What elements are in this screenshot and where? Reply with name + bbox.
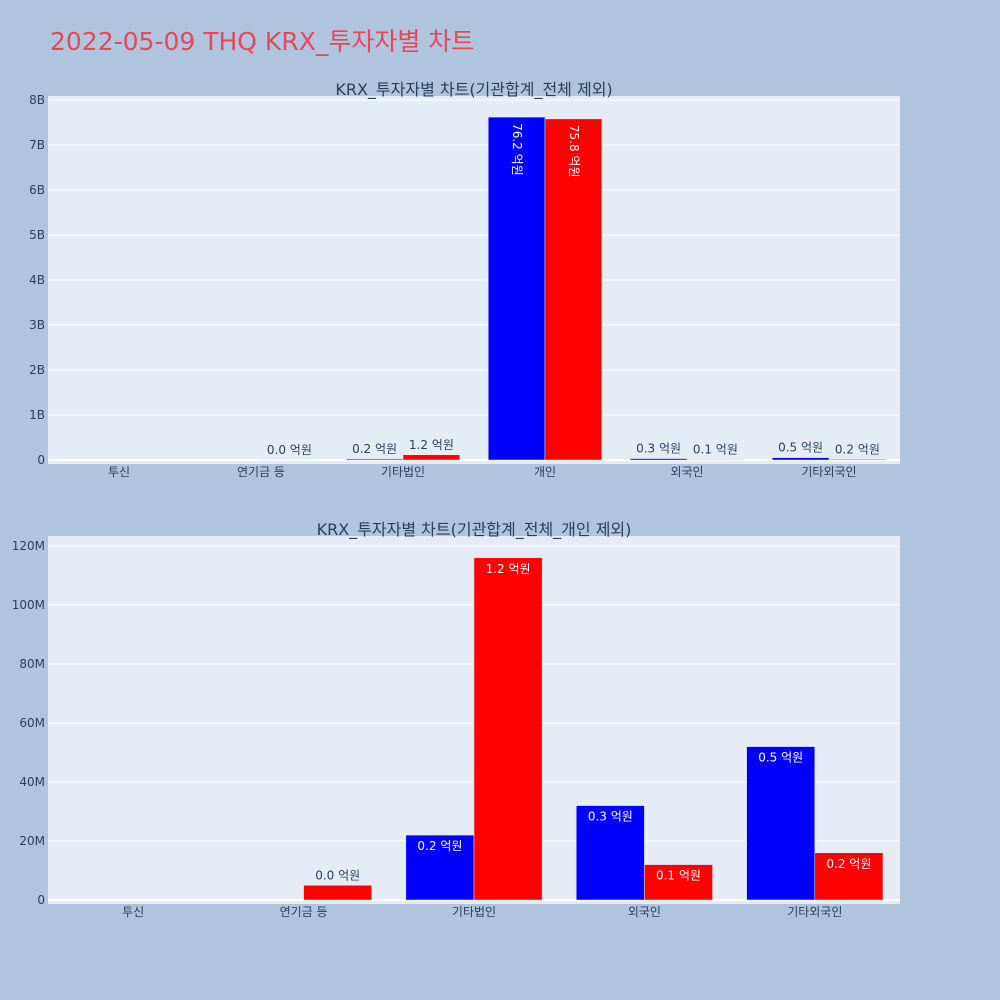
- y-tick-label: 60M: [19, 716, 45, 730]
- data-label: 0.5 억원: [758, 751, 803, 765]
- data-label: 0.2 억원: [417, 839, 462, 853]
- y-tick-label: 6B: [29, 183, 45, 197]
- x-tick-label: 개인: [534, 465, 556, 479]
- y-tick-label: 100M: [12, 598, 45, 612]
- x-tick-label: 투신: [108, 465, 130, 479]
- bar: [487, 116, 546, 461]
- y-tick-label: 40M: [19, 775, 45, 789]
- bar: [402, 454, 461, 461]
- x-tick-label: 외국인: [670, 465, 703, 479]
- data-label: 0.2 억원: [352, 442, 397, 456]
- y-tick-label: 2B: [29, 363, 45, 377]
- bar: [686, 459, 745, 461]
- bar: [473, 557, 543, 901]
- bar: [814, 852, 884, 901]
- chart-panel-2: 0 20M 40M 60M 80M 100M 120M KRX_투자자별 차트(기관합계_전체…: [12, 520, 900, 919]
- data-label: 0.1 억원: [656, 869, 701, 883]
- x-tick-label: 기타외국인: [787, 905, 842, 919]
- x-tick-label: 기타외국인: [801, 465, 856, 479]
- y-tick-label: 4B: [29, 273, 45, 287]
- data-label: 0.2 억원: [835, 442, 880, 456]
- chart-subtitle: KRX_투자자별 차트(기관합계_전체_개인 제외): [317, 520, 632, 540]
- y-tick-label: 0: [37, 453, 45, 467]
- data-label: 76.2 억원: [510, 123, 524, 176]
- x-tick-label: 기타법인: [452, 905, 496, 919]
- x-tick-label: 연기금 등: [237, 465, 285, 479]
- y-tick-label: 20M: [19, 834, 45, 848]
- data-label: 75.8 억원: [567, 125, 581, 178]
- page-title: 2022-05-09 THQ KRX_투자자별 차트: [50, 27, 475, 56]
- y-tick-label: 0: [37, 893, 45, 907]
- bar: [746, 746, 816, 901]
- x-tick-label: 기타법인: [381, 465, 425, 479]
- y-tick-label: 1B: [29, 408, 45, 422]
- data-label: 0.0 억원: [315, 868, 360, 882]
- data-label: 1.2 억원: [409, 438, 454, 452]
- y-tick-label: 3B: [29, 318, 45, 332]
- data-label: 1.2 억원: [486, 562, 531, 576]
- data-label: 0.2 억원: [826, 857, 871, 871]
- bar: [771, 457, 830, 461]
- bar: [544, 118, 603, 461]
- bar: [828, 459, 887, 461]
- bar: [405, 834, 475, 901]
- chart-subtitle: KRX_투자자별 차트(기관합계_전체 제외): [335, 80, 612, 100]
- data-label: 0.5 억원: [778, 441, 823, 455]
- bar: [303, 885, 373, 901]
- bar: [575, 805, 645, 901]
- y-tick-label: 80M: [19, 657, 45, 671]
- data-label: 0.3 억원: [636, 442, 681, 456]
- bar: [345, 458, 404, 461]
- data-label: 0.0 억원: [267, 443, 312, 457]
- y-tick-label: 120M: [12, 539, 45, 553]
- data-label: 0.3 억원: [588, 810, 633, 824]
- y-tick-label: 8B: [29, 93, 45, 107]
- x-tick-label: 외국인: [628, 905, 661, 919]
- data-label: 0.1 억원: [693, 442, 738, 456]
- x-tick-label: 연기금 등: [280, 905, 328, 919]
- chart-panel-1: 0 1B 2B 3B 4B 5B 6B 7B 8B KRX_투자자별 차트(기관합계_전체 제외)…: [29, 80, 900, 479]
- y-tick-label: 7B: [29, 138, 45, 152]
- bar: [644, 864, 713, 901]
- bar: [629, 458, 688, 461]
- y-tick-label: 5B: [29, 228, 45, 242]
- x-tick-label: 투신: [122, 905, 144, 919]
